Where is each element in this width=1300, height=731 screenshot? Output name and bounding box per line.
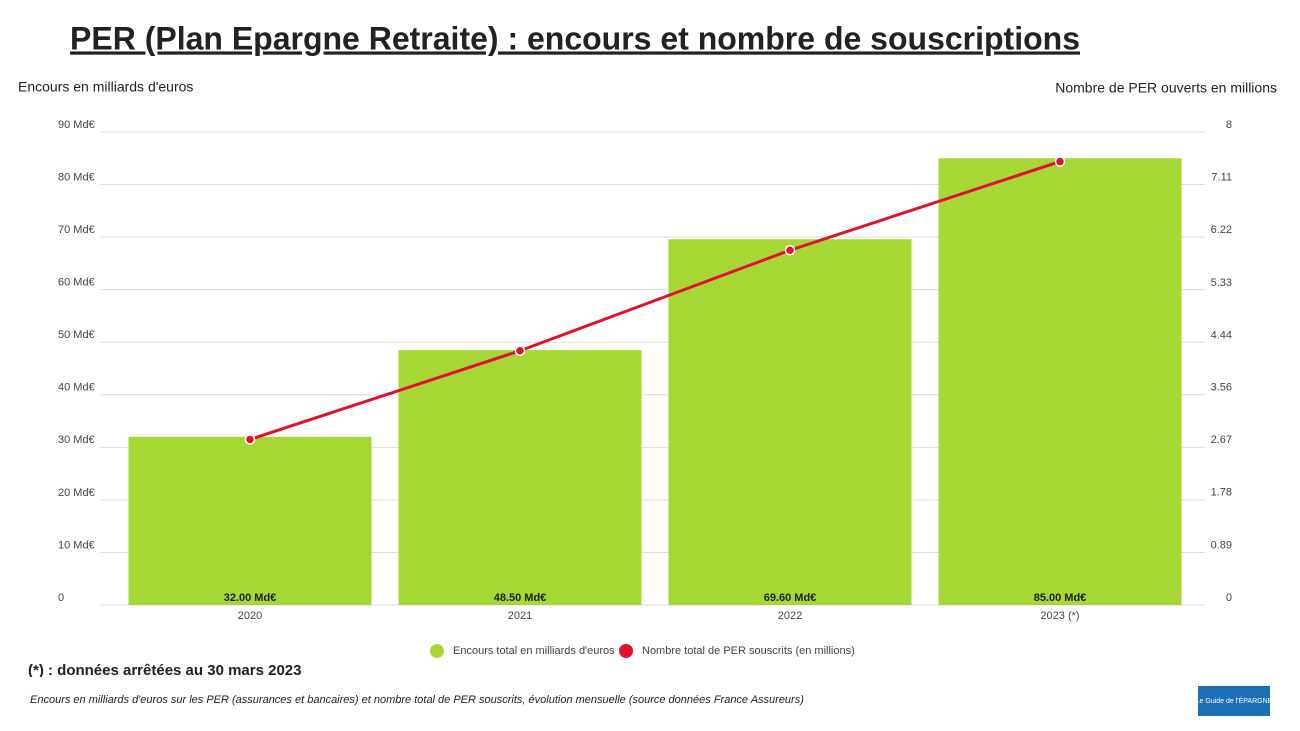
- chart-title: PER (Plan Epargne Retraite) : encours et…: [70, 20, 1080, 56]
- logo-box: [1198, 686, 1270, 716]
- y2-tick-label: 5.33: [1211, 277, 1232, 289]
- x-tick-label: 2023 (*): [1040, 610, 1079, 622]
- bar: [668, 239, 912, 606]
- y2-tick-label: 0.89: [1211, 539, 1232, 551]
- line: [249, 160, 1061, 441]
- line-point: [514, 345, 526, 357]
- y-tick-label: 10 Md€: [58, 539, 95, 551]
- legend-marker: [619, 644, 633, 658]
- data-label: 69.60 Md€: [764, 592, 817, 604]
- legend-marker: [430, 644, 444, 658]
- y-tick-label: 20 Md€: [58, 487, 95, 499]
- legend-label: Nombre total de PER souscrits (en millio…: [642, 645, 855, 657]
- y-tick-label: 30 Md€: [58, 434, 95, 446]
- y-tick-label: 80 Md€: [58, 171, 95, 183]
- y-tick-label: 0: [58, 592, 64, 604]
- data-label: 85.00 Md€: [1034, 592, 1087, 604]
- y2-tick-label: 7.11: [1211, 172, 1232, 184]
- y2-tick-label: 1.78: [1211, 487, 1232, 499]
- line-point: [1054, 156, 1066, 167]
- y-tick-label: 60 Md€: [58, 277, 95, 289]
- x-tick-label: 2020: [238, 610, 262, 622]
- y2-tick-label: 0: [1226, 592, 1232, 604]
- bar: [398, 350, 642, 605]
- logo: Le Guide de l'ÉPARGNE: [1196, 696, 1273, 705]
- y-tick-label: 40 Md€: [58, 382, 95, 394]
- x-tick-label: 2022: [778, 610, 802, 622]
- y2-tick-label: 3.56: [1211, 381, 1232, 393]
- y-axis-label: Encours en milliards d'euros: [18, 79, 193, 95]
- x-tick-label: 2021: [508, 610, 532, 622]
- y2-tick-label: 8: [1226, 119, 1232, 131]
- y2-axis-label: Nombre de PER ouverts en millions: [1055, 80, 1277, 96]
- y-tick-label: 90 Md€: [58, 119, 95, 131]
- line-point: [784, 245, 796, 256]
- y-tick-label: 70 Md€: [58, 224, 95, 236]
- footnote: (*) : données arrêtées au 30 mars 2023: [28, 662, 301, 679]
- data-label: 48.50 Md€: [494, 592, 547, 604]
- data-label: 32.00 Md€: [224, 592, 277, 604]
- line-point: [244, 434, 256, 445]
- y2-tick-label: 4.44: [1211, 329, 1232, 341]
- y2-tick-label: 6.22: [1211, 224, 1232, 236]
- footnote-group: (*) : données arrêtées au 30 mars 2023: [28, 662, 301, 679]
- y-tick-label: 50 Md€: [58, 329, 95, 341]
- legend-label: Encours total en milliards d'euros: [453, 645, 615, 657]
- caption: Encours en milliards d'euros sur les PER…: [30, 694, 804, 706]
- bar: [938, 158, 1182, 605]
- y2-tick-label: 2.67: [1211, 434, 1232, 446]
- bar: [128, 436, 372, 605]
